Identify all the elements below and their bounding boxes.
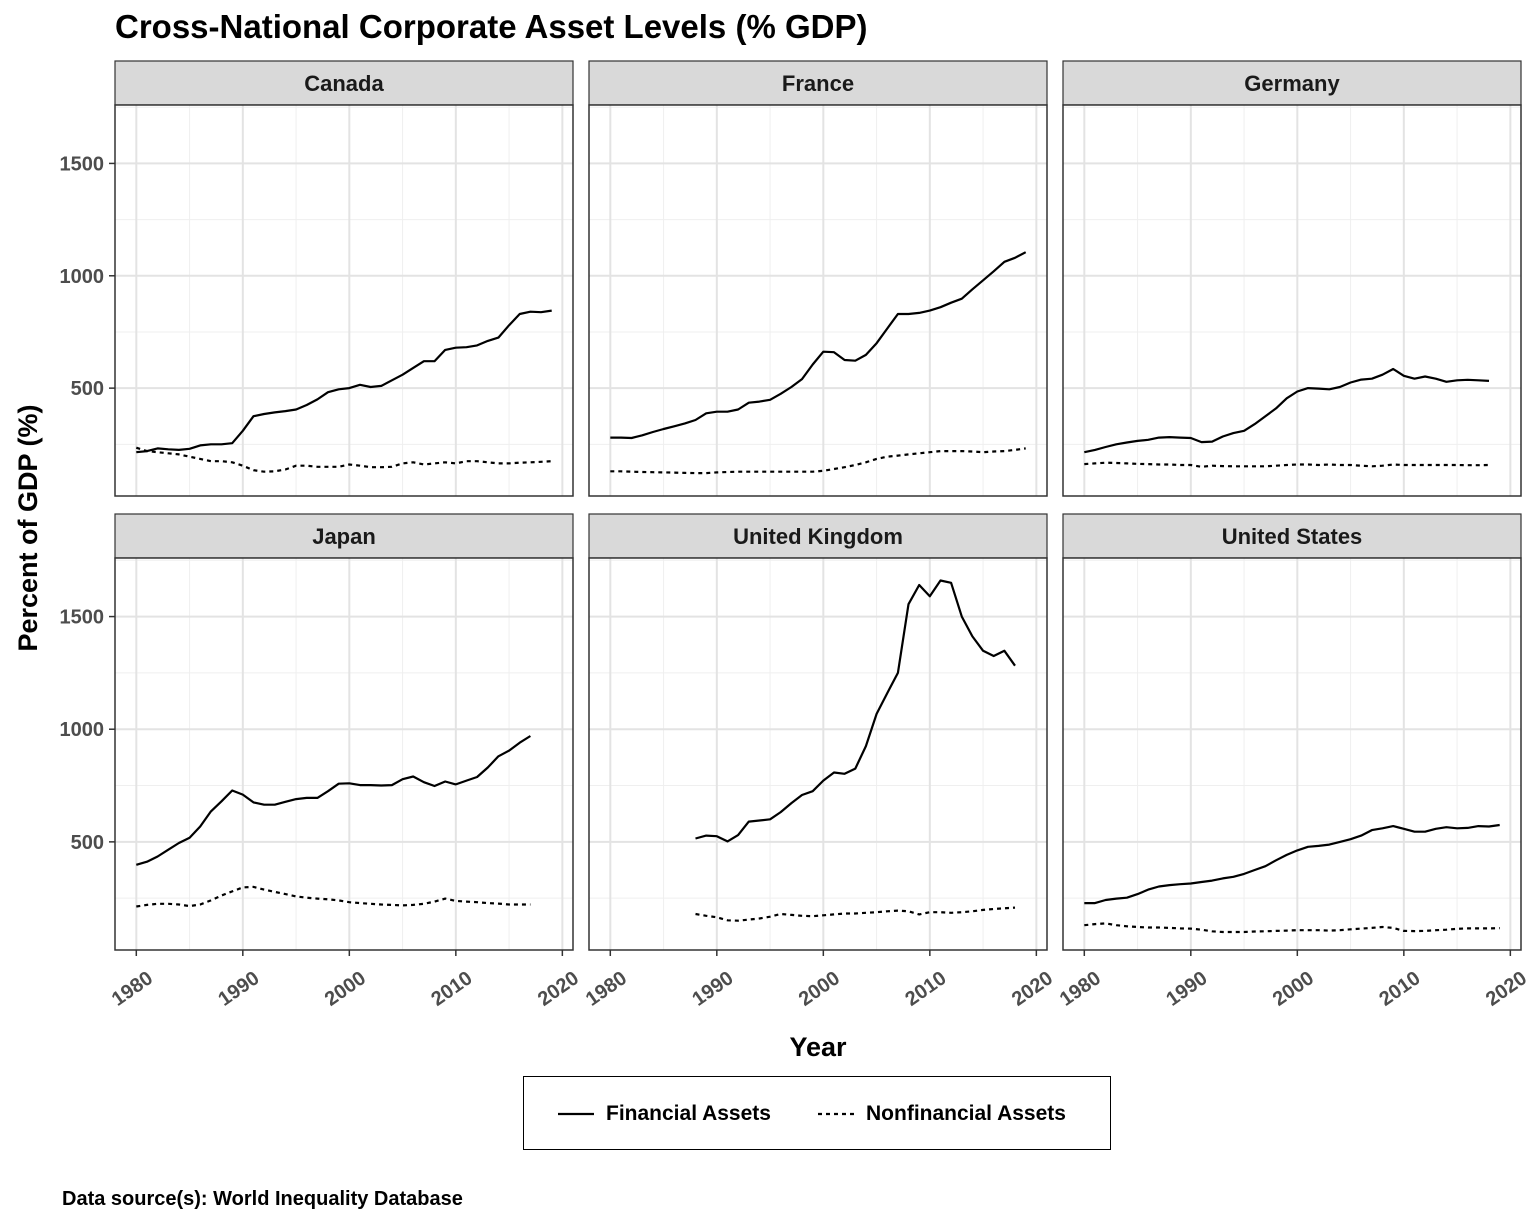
series-line-japan-nonfinancial-assets <box>136 885 531 908</box>
y-tick-label: 500 <box>71 378 104 400</box>
y-tick-label: 500 <box>71 832 104 854</box>
series-line-united-states-financial-assets <box>1084 823 1500 905</box>
plot-bg-canada <box>115 105 573 496</box>
x-axis-title: Year <box>789 1032 847 1062</box>
series-line-canada-nonfinancial-assets <box>135 446 552 473</box>
strip-germany <box>1062 60 1522 106</box>
series-line-canada-financial-assets <box>136 309 552 454</box>
panel-france: France <box>588 60 1048 497</box>
strip-united-states <box>1062 513 1522 559</box>
plot-bg-france <box>589 105 1047 496</box>
legend-label-financial: Financial Assets <box>606 1102 771 1125</box>
strip-label-united-states: United States <box>1222 524 1363 549</box>
x-tick-label: 2020 <box>1482 967 1531 1011</box>
panel-border-united-states <box>1062 557 1522 951</box>
panel-border-japan <box>114 557 574 951</box>
x-tick-label: 1980 <box>1056 967 1105 1011</box>
x-tick-label: 2000 <box>1269 967 1318 1011</box>
panel-japan: Japan 500 1000 1500 1980 1990 2000 2010 2020 <box>60 513 583 1011</box>
series-line-japan-financial-assets <box>135 735 531 866</box>
series-line-united-states-nonfinancial-assets <box>1084 922 1500 934</box>
panel-united-states: United States 1980 1990 2000 2010 2020 <box>1056 513 1531 1011</box>
series-line-united-kingdom-financial-assets <box>695 579 1016 843</box>
y-tick-label: 1000 <box>60 266 105 288</box>
series-line-germany-nonfinancial-assets <box>1084 461 1490 468</box>
panel-canada: Canada 500 1000 1500 <box>60 60 574 497</box>
series-line-france-financial-assets <box>610 251 1027 440</box>
y-axis-title: Percent of GDP (%) <box>13 404 43 651</box>
y-tick-label: 1500 <box>60 153 105 175</box>
panel-border-canada <box>114 104 574 497</box>
strip-france <box>588 60 1048 106</box>
x-tick-label: 2020 <box>1008 967 1057 1011</box>
x-tick-label: 1980 <box>582 967 631 1011</box>
x-tick-label: 2010 <box>427 967 476 1011</box>
x-tick-label: 1980 <box>108 967 157 1011</box>
panel-united-kingdom: United Kingdom 1980 1990 2000 2010 2020 <box>582 513 1057 1011</box>
series-line-germany-financial-assets <box>1084 367 1490 454</box>
panel-border-france <box>588 104 1048 497</box>
chart-title: Cross-National Corporate Asset Levels (%… <box>115 8 868 45</box>
plot-bg-japan <box>115 558 573 950</box>
plot-bg-united-states <box>1063 558 1521 950</box>
x-tick-label: 2000 <box>795 967 844 1011</box>
strip-united-kingdom <box>588 513 1048 559</box>
y-tick-label: 1000 <box>60 719 105 741</box>
x-tick-label: 1990 <box>1162 967 1211 1011</box>
legend-item-financial: Financial Assets <box>558 1077 771 1151</box>
legend-label-nonfinancial: Nonfinancial Assets <box>866 1102 1066 1125</box>
strip-japan <box>114 513 574 559</box>
x-tick-label: 2010 <box>1375 967 1424 1011</box>
panel-border-united-kingdom <box>588 557 1048 951</box>
strip-label-united-kingdom: United Kingdom <box>733 524 903 549</box>
series-line-united-kingdom-nonfinancial-assets <box>695 906 1016 922</box>
plot-bg-germany <box>1063 105 1521 496</box>
source-note: Data source(s): World Inequality Databas… <box>62 1188 463 1210</box>
plot-bg-united-kingdom <box>589 558 1047 950</box>
x-tick-label: 2020 <box>534 967 583 1011</box>
panel-germany: Germany <box>1062 60 1522 497</box>
strip-label-canada: Canada <box>304 71 384 96</box>
panel-border-germany <box>1062 104 1522 497</box>
legend-item-nonfinancial: Nonfinancial Assets <box>818 1077 1066 1151</box>
strip-label-france: France <box>782 71 854 96</box>
y-tick-label: 1500 <box>60 607 105 629</box>
legend-key-dashed <box>818 1112 854 1116</box>
legend: Financial Assets Nonfinancial Assets <box>523 1076 1111 1150</box>
x-tick-label: 2000 <box>321 967 370 1011</box>
strip-canada <box>114 60 574 106</box>
x-tick-label: 1990 <box>688 967 737 1011</box>
x-tick-label: 2010 <box>901 967 950 1011</box>
legend-key-solid <box>558 1112 594 1116</box>
strip-label-japan: Japan <box>312 524 376 549</box>
x-tick-label: 1990 <box>214 967 263 1011</box>
strip-label-germany: Germany <box>1244 71 1340 96</box>
